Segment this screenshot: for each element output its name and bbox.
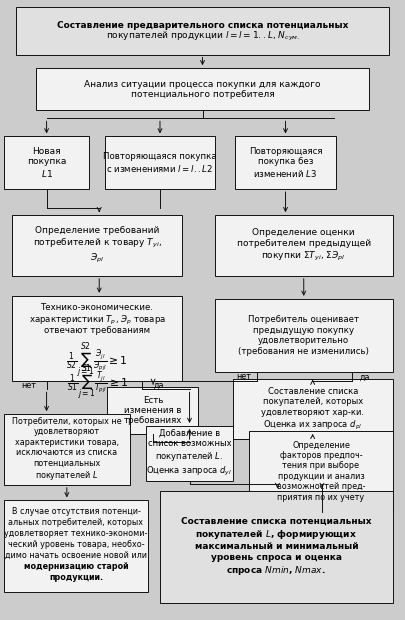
FancyBboxPatch shape [36, 68, 369, 110]
FancyBboxPatch shape [233, 379, 393, 439]
Text: нет: нет [21, 381, 37, 390]
Text: да: да [153, 381, 164, 390]
Text: нет: нет [237, 373, 252, 381]
Text: Повторяющаяся покупка
с изменениями $l = l..L2$: Повторяющаяся покупка с изменениями $l =… [103, 152, 217, 174]
Text: Определение
факторов предпоч-
тения при выборе
продукции и анализ
возможностей п: Определение факторов предпоч- тения при … [277, 441, 365, 502]
Text: Определение требований
потребителей к товару $T_{yi}$,
$Э_{pl}$: Определение требований потребителей к то… [33, 226, 162, 265]
Text: $\frac{1}{S2}\sum_{j=1}^{S2}\frac{Э_{jl}}{Э_{pjl}} \geq 1$: $\frac{1}{S2}\sum_{j=1}^{S2}\frac{Э_{jl}… [66, 341, 128, 381]
Text: Анализ ситуации процесса покупки для каждого
потенциального потребителя: Анализ ситуации процесса покупки для каж… [84, 79, 321, 99]
Text: отвечают требованиям: отвечают требованиям [44, 326, 150, 335]
Text: Технико-экономические.: Технико-экономические. [40, 303, 154, 312]
FancyBboxPatch shape [16, 7, 389, 55]
Text: димо начать освоение новой или: димо начать освоение новой или [5, 551, 147, 560]
FancyBboxPatch shape [215, 299, 393, 372]
FancyBboxPatch shape [4, 500, 148, 592]
Text: покупателей продукции $l = l{=}1..L$, $N_{сум.}$: покупателей продукции $l = l{=}1..L$, $N… [106, 30, 299, 43]
Text: альных потребителей, которых: альных потребителей, которых [9, 518, 143, 527]
FancyBboxPatch shape [105, 136, 215, 189]
FancyBboxPatch shape [215, 215, 393, 276]
Text: продукции.: продукции. [49, 574, 103, 583]
Text: Есть
изменения в
требованиях: Есть изменения в требованиях [124, 396, 182, 425]
FancyBboxPatch shape [160, 491, 393, 603]
Text: $\frac{1}{S1}\sum_{j=1}^{S1}\frac{T_{jl}}{T_{pjl}} \geq 1$: $\frac{1}{S1}\sum_{j=1}^{S1}\frac{T_{jl}… [67, 363, 128, 403]
Text: В случае отсутствия потенци-: В случае отсутствия потенци- [11, 507, 141, 516]
Text: Потребитель оценивает
предыдущую покупку
удовлетворительно
(требования не измени: Потребитель оценивает предыдущую покупку… [238, 316, 369, 355]
FancyBboxPatch shape [12, 296, 182, 381]
FancyBboxPatch shape [107, 387, 198, 434]
FancyBboxPatch shape [12, 215, 182, 276]
FancyBboxPatch shape [4, 414, 130, 485]
Text: удовлетворяет технико-экономи-: удовлетворяет технико-экономи- [4, 529, 148, 538]
Text: Составление предварительного списка потенциальных: Составление предварительного списка поте… [57, 21, 348, 30]
Text: Определение оценки
потребителем предыдущей
покупки $\Sigma T_{yi}$, $\Sigma Э_{p: Определение оценки потребителем предыдущ… [237, 228, 371, 263]
FancyBboxPatch shape [146, 426, 233, 481]
Text: Новая
покупка
$L1$: Новая покупка $L1$ [27, 147, 66, 179]
Text: характеристики $T_p$, $Э_p$ товара: характеристики $T_p$, $Э_p$ товара [29, 314, 166, 327]
FancyBboxPatch shape [4, 136, 89, 189]
Text: модернизацию старой: модернизацию старой [23, 562, 128, 572]
Text: да: да [360, 373, 371, 381]
Text: Составление списка
покупателей, которых
удовлетворяют хар-ки.
Оценка их запроса : Составление списка покупателей, которых … [261, 387, 364, 432]
Text: Повторяющаяся
покупка без
изменений $L3$: Повторяющаяся покупка без изменений $L3$ [249, 147, 322, 179]
Text: Составление списка потенциальных
покупателей $L$, формирующих
максимальный и мин: Составление списка потенциальных покупат… [181, 517, 372, 577]
FancyBboxPatch shape [235, 136, 336, 189]
FancyBboxPatch shape [249, 431, 393, 512]
Text: ческий уровень товара, необхо-: ческий уровень товара, необхо- [8, 540, 144, 549]
Text: Потребители, которых не
удовлетворяют
характеристики товара,
исключаются из спис: Потребители, которых не удовлетворяют ха… [12, 417, 122, 482]
Text: Добавление в
список возможных
покупателей $L$.
Оценка запроса $d_{yl}$: Добавление в список возможных покупателе… [146, 428, 232, 478]
